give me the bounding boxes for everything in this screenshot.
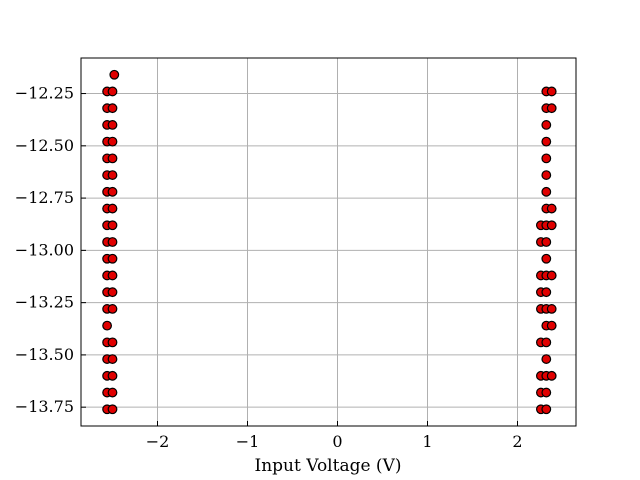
data-point: [107, 354, 118, 364]
data-point: [107, 287, 118, 298]
grid-lines: [81, 58, 576, 426]
data-point: [107, 153, 118, 164]
data-point: [541, 287, 552, 298]
plot-frame: [80, 57, 577, 427]
data-point: [546, 270, 557, 281]
data-point: [546, 304, 557, 314]
x-tick-label: 0: [332, 432, 342, 451]
data-point: [107, 270, 118, 281]
data-point: [109, 69, 120, 80]
data-point: [546, 203, 557, 214]
data-points: [102, 69, 557, 415]
data-point: [541, 337, 552, 348]
data-point: [107, 304, 118, 314]
data-point: [541, 237, 552, 247]
data-point: [107, 86, 118, 97]
y-tick-label: −12.75: [15, 188, 74, 207]
y-tick-label: −13.00: [15, 240, 74, 259]
y-tick-label: −13.75: [15, 397, 74, 416]
data-point: [541, 170, 552, 180]
data-point: [107, 136, 118, 147]
data-point: [107, 253, 118, 264]
x-tick-label: −2: [146, 432, 170, 451]
data-point: [541, 387, 552, 398]
data-point: [541, 186, 552, 197]
data-point: [107, 237, 118, 247]
data-point: [541, 153, 552, 164]
data-point: [107, 186, 118, 197]
x-axis-label: Input Voltage (V): [255, 456, 402, 476]
data-point: [541, 120, 552, 130]
data-point: [541, 354, 552, 364]
data-point: [546, 103, 557, 114]
x-tick-label: 1: [422, 432, 432, 451]
data-point: [541, 136, 552, 147]
y-tick-label: −12.25: [15, 84, 74, 103]
data-point: [546, 220, 557, 231]
data-point: [107, 337, 118, 348]
data-point: [107, 120, 118, 130]
x-tick-label: −1: [236, 432, 260, 451]
data-point: [107, 170, 118, 180]
data-point: [546, 320, 557, 331]
data-point: [541, 404, 552, 415]
data-point: [541, 253, 552, 264]
x-tick-label: 2: [512, 432, 522, 451]
data-point: [546, 86, 557, 97]
data-point: [107, 220, 118, 231]
y-tick-label: −12.50: [15, 136, 74, 155]
data-point: [546, 370, 557, 381]
y-tick-label: −13.50: [15, 345, 74, 364]
y-tick-label: −13.25: [15, 293, 74, 312]
data-point: [107, 387, 118, 398]
data-point: [107, 103, 118, 114]
data-point: [102, 320, 112, 331]
axis-ticks: −2 −1 0 1 2 −12.25 −12.50 −12.75 −13.00 −13.25 −13…: [15, 84, 523, 451]
data-point: [107, 203, 118, 214]
data-point: [107, 370, 118, 381]
data-point: [107, 404, 118, 415]
